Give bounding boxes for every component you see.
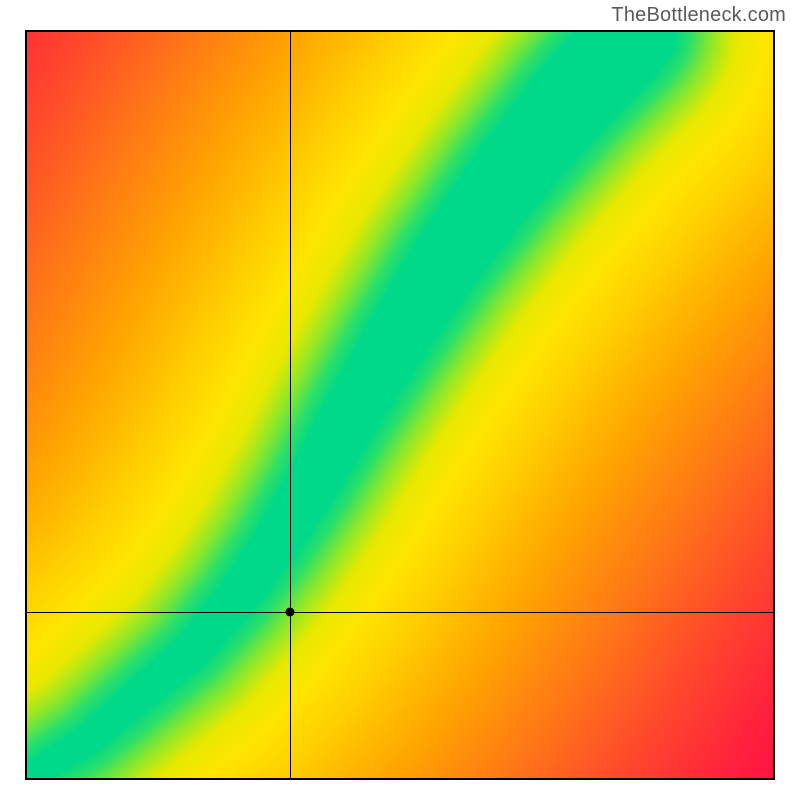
marker-dot [285,607,294,616]
plot-frame [25,30,775,780]
crosshair-horizontal [27,612,773,613]
crosshair-vertical [290,32,291,778]
watermark-text: TheBottleneck.com [611,4,786,27]
